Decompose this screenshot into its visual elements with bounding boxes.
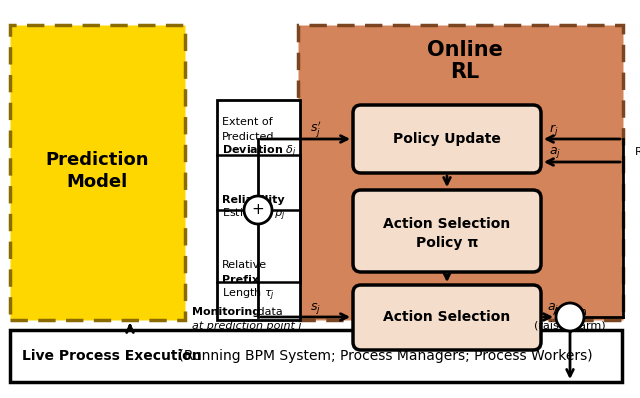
Text: Policy Update: Policy Update (393, 132, 501, 146)
FancyBboxPatch shape (353, 285, 541, 350)
Text: $s_j'$: $s_j'$ (310, 120, 321, 140)
Text: at prediction point j: at prediction point j (192, 321, 301, 331)
FancyBboxPatch shape (10, 330, 622, 382)
Text: $a_j$: $a_j$ (547, 300, 559, 316)
Text: $r_j$: $r_j$ (549, 122, 559, 138)
FancyBboxPatch shape (353, 190, 541, 272)
Text: Deviation $\delta_j$: Deviation $\delta_j$ (222, 144, 297, 160)
Text: (Running BPM System; Process Managers; Process Workers): (Running BPM System; Process Managers; P… (174, 349, 593, 363)
FancyBboxPatch shape (298, 25, 623, 320)
Text: Estimate $\rho_j$: Estimate $\rho_j$ (222, 207, 286, 223)
Text: Action Selection: Action Selection (383, 310, 511, 324)
Text: Action: Action (552, 307, 588, 317)
Text: data: data (254, 307, 283, 317)
Circle shape (244, 196, 272, 224)
Text: Online: Online (427, 40, 503, 60)
Text: Model: Model (67, 173, 127, 191)
Text: Prefix: Prefix (222, 275, 259, 285)
Text: Action Selection: Action Selection (383, 217, 511, 231)
FancyBboxPatch shape (353, 105, 541, 173)
FancyBboxPatch shape (217, 100, 300, 320)
Text: Prediction: Prediction (45, 151, 148, 169)
Text: Reward: Reward (635, 147, 640, 157)
Text: $s_j$: $s_j$ (310, 300, 321, 316)
Text: Monitoring: Monitoring (192, 307, 260, 317)
Text: Reliability: Reliability (222, 195, 285, 205)
Text: (raise alarm): (raise alarm) (534, 320, 606, 330)
Text: RL: RL (451, 62, 479, 82)
Text: Relative: Relative (222, 260, 267, 270)
Text: Length $\tau_j$: Length $\tau_j$ (222, 287, 275, 303)
Text: Policy π: Policy π (416, 236, 478, 250)
Text: Predicted: Predicted (222, 132, 275, 142)
Text: $a_j$: $a_j$ (549, 146, 561, 160)
Circle shape (556, 303, 584, 331)
Text: Extent of: Extent of (222, 117, 273, 127)
Text: Live Process Execution: Live Process Execution (22, 349, 202, 363)
Text: +: + (252, 203, 264, 217)
FancyBboxPatch shape (10, 25, 185, 320)
